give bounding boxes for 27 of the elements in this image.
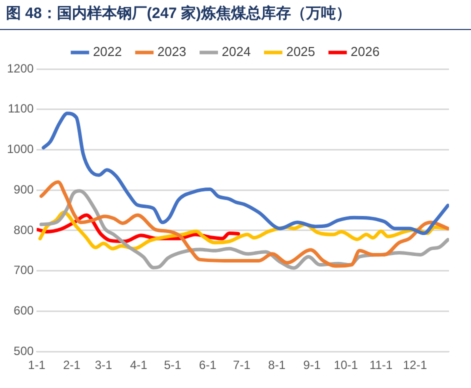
x-tick-label: 1-1 <box>28 358 46 372</box>
x-tick-label: 10-1 <box>334 358 358 372</box>
x-tick-label: 4-1 <box>130 358 148 372</box>
y-tick-label: 1200 <box>6 61 34 76</box>
y-tick-label: 1000 <box>6 142 34 156</box>
legend-label: 2024 <box>222 44 251 60</box>
x-tick-label: 6-1 <box>199 358 217 372</box>
legend-label: 2026 <box>350 44 380 60</box>
x-tick-label: 12-1 <box>403 358 428 372</box>
x-tick-label: 5-1 <box>164 358 182 372</box>
chart-title: 图 48：国内样本钢厂(247 家)炼焦煤总库存（万吨） <box>0 0 471 30</box>
y-tick-label: 800 <box>14 222 34 237</box>
x-tick-label: 9-1 <box>303 358 321 372</box>
y-tick-label: 600 <box>14 304 34 318</box>
y-tick-label: 700 <box>14 263 34 278</box>
legend-label: 2022 <box>92 44 122 60</box>
x-tick-label: 11-1 <box>369 358 393 372</box>
legend-label: 2025 <box>286 44 316 60</box>
x-tick-label: 7-1 <box>233 358 251 372</box>
legend-label: 2023 <box>157 44 186 60</box>
line-series <box>42 112 449 236</box>
x-tick-label: 8-1 <box>268 358 286 372</box>
x-tick-label: 3-1 <box>94 358 113 372</box>
y-tick-label: 900 <box>14 182 34 196</box>
y-tick-label: 1100 <box>8 102 34 116</box>
y-tick-label: 500 <box>14 344 34 358</box>
x-tick-label: 2-1 <box>63 358 81 372</box>
